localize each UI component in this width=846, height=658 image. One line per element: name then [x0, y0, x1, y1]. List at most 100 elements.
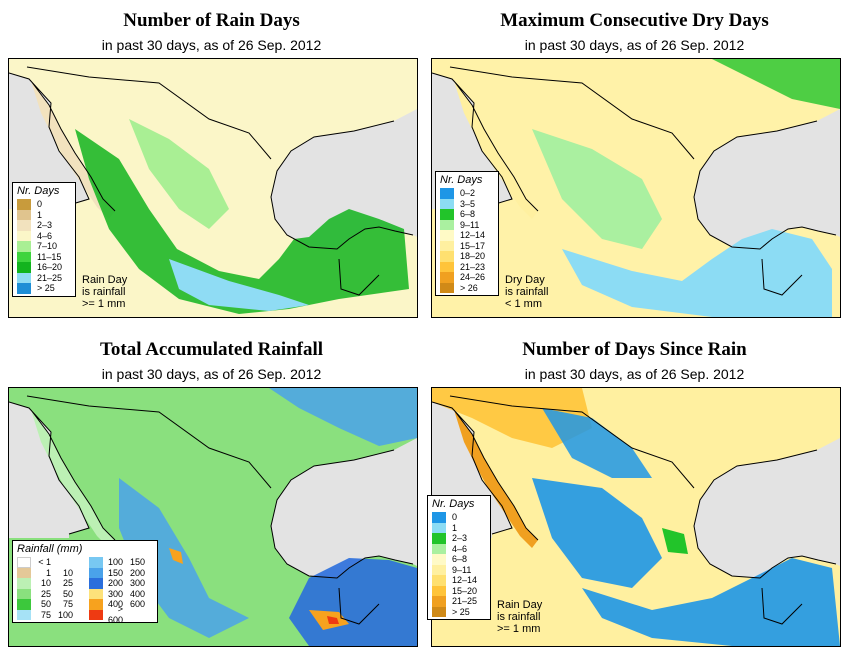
legend-item: 18–20: [436, 251, 498, 262]
legend-item: 50 75: [13, 599, 75, 610]
legend-label: 2–3: [37, 220, 53, 230]
legend-swatch: [440, 261, 454, 272]
legend-label: 15–20: [452, 585, 478, 596]
legend-label: 9–11: [452, 564, 472, 575]
wet-band-sierra: [75, 129, 409, 314]
legend-swatch: [17, 578, 31, 589]
legend-swatch: [440, 230, 454, 241]
legend-label: > 25: [37, 283, 55, 293]
legend-swatch: [17, 209, 31, 220]
legend-item: 21–25: [13, 272, 75, 283]
legend-label: 25: [40, 588, 51, 599]
legend-item: 16–20: [13, 262, 75, 273]
legend-item: > 25: [428, 606, 490, 617]
coastline-border: [9, 401, 414, 579]
legend-label: 21–25: [37, 272, 63, 283]
recent-rain-central: [532, 478, 662, 588]
legend-swatch: [17, 283, 31, 294]
coastline-border: [432, 401, 837, 579]
legend-dry-days: Nr. Days 0–2 3–5 6–8 9–11 12–14 15–17 18…: [435, 171, 499, 296]
legend-label: 50: [40, 599, 51, 609]
note-line: < 1 mm: [505, 298, 542, 310]
legend-label: 2–3: [452, 533, 468, 543]
legend-label: 15–17: [460, 240, 486, 251]
legend-swatch: [17, 262, 31, 273]
legend-label: 16–20: [37, 262, 63, 272]
legend-item: 300 400: [85, 588, 147, 599]
legend-label: 1: [452, 522, 458, 533]
legend-swatch: [440, 251, 454, 262]
note-line: is rainfall: [497, 611, 541, 623]
legend-swatch: [17, 230, 31, 241]
legend-label: 600: [129, 599, 145, 609]
legend-item: 21–23: [436, 261, 498, 272]
recent-rain-north: [542, 408, 652, 478]
legend-swatch: [432, 533, 446, 544]
legend-swatch: [17, 609, 31, 620]
panel-total-rainfall: Total Accumulated Rainfall in past 30 da…: [0, 329, 423, 658]
legend-item: 2–3: [13, 220, 75, 231]
legend-item: 9–11: [428, 564, 490, 575]
legend-item: 10 25: [13, 578, 75, 589]
legend-item: > 25: [13, 283, 75, 294]
legend-item: 2–3: [428, 533, 490, 544]
legend-label: 50: [62, 588, 73, 599]
legend-label: 0: [452, 512, 458, 522]
legend-label: 150: [107, 567, 123, 578]
legend-label: 300: [129, 578, 145, 588]
legend-title: Nr. Days: [432, 498, 475, 510]
legend-label: 18–20: [460, 251, 486, 261]
note-line: is rainfall: [505, 286, 549, 298]
legend-label: 4–6: [452, 543, 468, 554]
legend-item: 0: [428, 512, 490, 523]
legend-label: 1: [45, 567, 51, 578]
legend-swatch: [89, 567, 103, 578]
panel-subtitle: in past 30 days, as of 26 Sep. 2012: [101, 366, 322, 382]
country-border: [26, 66, 380, 296]
legend-item: 7–10: [13, 241, 75, 252]
panel-title: Maximum Consecutive Dry Days: [500, 10, 769, 31]
legend-item: 15–17: [436, 240, 498, 251]
panel-subtitle: in past 30 days, as of 26 Sep. 2012: [524, 366, 745, 382]
legend-swatch: [440, 198, 454, 209]
panel-title: Number of Days Since Rain: [522, 339, 747, 360]
legend-item: 0: [13, 199, 75, 210]
legend-label: 75: [62, 599, 73, 609]
legend-swatch: [17, 557, 31, 568]
legend-title: Nr. Days: [440, 174, 483, 186]
note-line: Rain Day: [82, 274, 128, 286]
dry-north-west: [432, 388, 592, 448]
moist-patch: [662, 528, 688, 554]
legend-label: > 25: [452, 606, 470, 617]
moderate-band: [129, 119, 229, 229]
legend-item: 12–14: [436, 230, 498, 241]
legend-swatch: [17, 599, 31, 610]
legend-item: 400 600: [85, 599, 147, 610]
legend-swatch: [440, 209, 454, 220]
legend-label: 150: [129, 557, 145, 567]
coastline-border: [432, 72, 837, 250]
legend-swatch: [440, 272, 454, 283]
legend-item: 4–6: [428, 543, 490, 554]
legend-swatch: [432, 522, 446, 533]
legend-item: 1: [428, 522, 490, 533]
legend-label: 400: [107, 599, 123, 609]
panel-title: Total Accumulated Rainfall: [99, 339, 324, 360]
legend-item: 6–8: [428, 554, 490, 565]
legend-column-left: < 1 1 10 10 25 25 50 50 75 75 100: [13, 557, 75, 622]
panel-days-since-rain: Number of Days Since Rain in past 30 day…: [423, 329, 846, 658]
country-border: [449, 66, 803, 296]
legend-swatch: [17, 588, 31, 599]
legend-label: > 600: [107, 604, 123, 625]
legend-swatch: [17, 241, 31, 252]
map-rain-days: [8, 58, 418, 318]
legend-swatch: [440, 240, 454, 251]
legend-swatch: [89, 609, 103, 620]
legend-label: 200: [129, 567, 145, 578]
legend-label: 7–10: [37, 241, 58, 251]
legend-label: 1: [37, 209, 43, 220]
wet-north-east: [269, 388, 417, 446]
legend-swatch: [89, 588, 103, 599]
recent-rain-south: [582, 558, 840, 646]
legend-note: Dry Day is rainfall < 1 mm: [505, 274, 548, 310]
